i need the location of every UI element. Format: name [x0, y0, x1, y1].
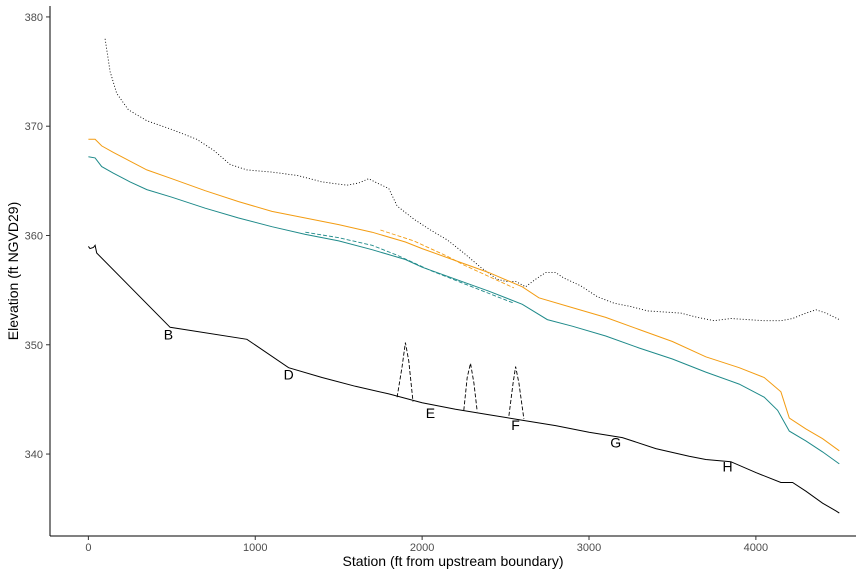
series-line-6: [87, 244, 840, 514]
x-axis-ticks: 0 1000 2000 3000 4000: [85, 536, 768, 554]
plot-area: [87, 38, 840, 514]
x-tick-label: 3000: [577, 542, 601, 554]
point-label-g: G: [610, 434, 621, 450]
x-tick-label: 1000: [243, 542, 267, 554]
y-axis-title: Elevation (ft NGVD29): [5, 202, 21, 341]
series-line-7: [396, 342, 414, 402]
x-tick-label: 4000: [744, 542, 768, 554]
y-tick-label: 380: [25, 12, 43, 24]
x-axis-title: Station (ft from upstream boundary): [343, 553, 564, 569]
x-tick-label: 2000: [410, 542, 434, 554]
y-axis-ticks: 340 350 360 370 380: [25, 12, 50, 461]
y-tick-label: 360: [25, 230, 43, 242]
x-tick-label: 0: [85, 542, 91, 554]
series-line-5: [305, 231, 515, 304]
series-line-4: [88, 156, 840, 465]
y-tick-label: 350: [25, 340, 43, 352]
series-line-8: [463, 363, 478, 412]
point-label-d: D: [284, 367, 294, 383]
series-line-3: [380, 229, 515, 289]
point-label-f: F: [511, 417, 520, 433]
point-label-b: B: [164, 326, 173, 342]
y-tick-label: 370: [25, 121, 43, 133]
series-line-9: [508, 366, 525, 420]
point-labels: B D E F G H: [164, 326, 733, 474]
y-tick-label: 340: [25, 449, 43, 461]
series-line-1: [104, 38, 840, 322]
point-label-e: E: [426, 405, 435, 421]
point-label-h: H: [722, 459, 732, 475]
series-line-2: [88, 138, 840, 452]
